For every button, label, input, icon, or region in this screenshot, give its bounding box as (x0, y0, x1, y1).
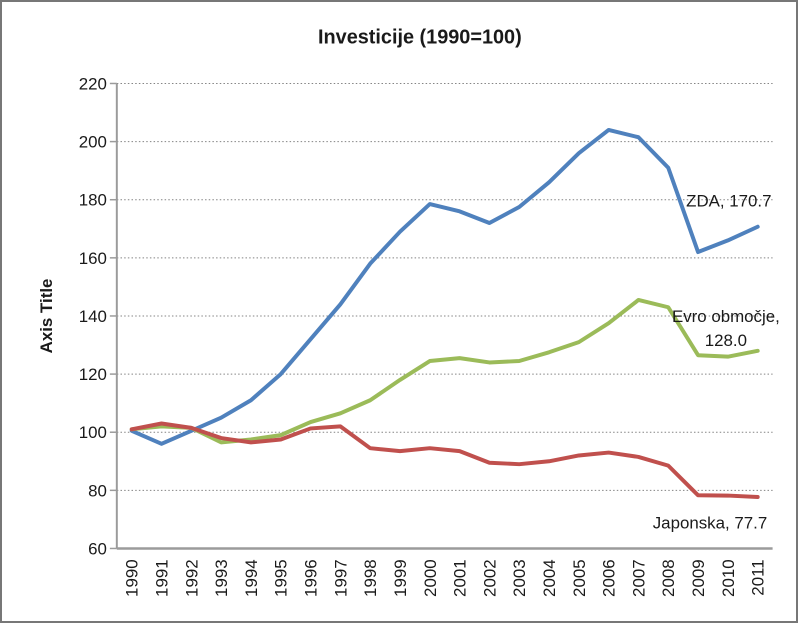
y-tick-label: 100 (79, 423, 107, 442)
series-line-evro-območje (129, 297, 760, 445)
series-label-zda: ZDA, 170.7 (686, 192, 771, 211)
y-tick-label: 220 (79, 74, 107, 93)
gridline-layer (116, 82, 773, 491)
y-tick-label: 60 (88, 539, 107, 558)
x-tick-label: 1991 (152, 559, 171, 597)
x-tick-label: 2002 (480, 559, 499, 597)
series-layer (129, 127, 760, 500)
chart-title: Investicije (1990=100) (318, 27, 522, 49)
y-tick-label: 140 (79, 307, 107, 326)
y-tick-label: 180 (79, 191, 107, 210)
x-tick-label: 2000 (421, 559, 440, 597)
y-tick-label: 80 (88, 481, 107, 500)
x-tick-label: 2006 (600, 559, 619, 597)
x-tick-label: 1994 (242, 559, 261, 597)
x-tick-label: 1990 (123, 559, 142, 597)
series-line-zda (129, 127, 760, 446)
y-tick-label: 160 (79, 249, 107, 268)
series-label-evro-območje: 128.0 (705, 331, 747, 350)
x-tick-label: 2003 (510, 559, 529, 597)
x-tick-label: 2007 (629, 559, 648, 597)
x-tick-label: 1996 (302, 559, 321, 597)
y-tick-label: 200 (79, 133, 107, 152)
x-tick-label: 1992 (182, 559, 201, 597)
x-tick-label: 2001 (451, 559, 470, 597)
y-axis-title: Axis Title (37, 279, 56, 354)
x-tick-label: 1997 (331, 559, 350, 597)
x-tick-label: 2010 (719, 559, 738, 597)
x-tick-label: 2004 (540, 559, 559, 597)
series-label-evro-območje: Evro območje, (672, 307, 780, 326)
x-tick-label: 1995 (272, 559, 291, 597)
x-tick-label: 1999 (391, 559, 410, 597)
x-tick-label: 2009 (689, 559, 708, 597)
series-label-japonska: Japonska, 77.7 (653, 514, 767, 533)
x-tick-label: 2008 (659, 559, 678, 597)
axis-layer: 220 200 180 160 140 120 100 80 60 1990 1991 1992 199… (79, 74, 773, 597)
y-tick-label: 120 (79, 365, 107, 384)
x-tick-label: 1998 (361, 559, 380, 597)
x-tick-label: 1993 (212, 559, 231, 597)
series-line-japonska (129, 421, 760, 500)
series-label-layer: ZDA, 170.7 Evro območje, 128.0 Japonska, 77… (653, 192, 780, 533)
x-tick-label: 2005 (570, 559, 589, 597)
x-tick-label: 2011 (749, 559, 768, 595)
